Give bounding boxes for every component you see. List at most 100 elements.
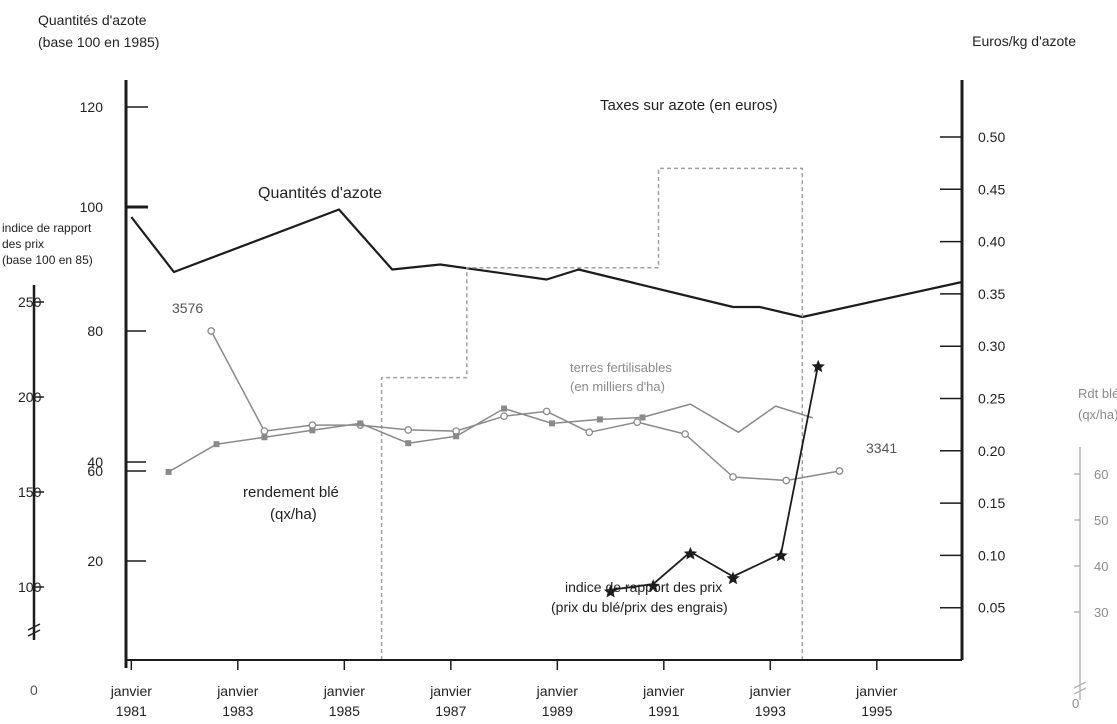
rendement-point [596,416,603,423]
rdt-axis-break-2 [1073,687,1087,695]
rdt-axis-title: Rdt blé [1078,386,1117,401]
rdt-axis-break-1 [1073,681,1087,689]
terres-point [729,473,737,481]
terres-point [207,327,216,335]
quantity-tick-label: 100 [80,199,104,215]
x-tick-label-year: 1985 [329,703,360,719]
x-tick-label-year: 1987 [435,703,466,719]
rdt-tick-label: 30 [1094,605,1108,620]
series-line-4 [642,403,814,434]
terres-point [633,418,642,426]
terres-tick-label: 80 [87,323,103,339]
index-axis-title: indice de rapport [2,221,92,235]
x-tick-label-month: janvier [323,683,366,699]
quantity-tick-label: 120 [80,99,104,115]
index-tick-label: 200 [18,389,42,405]
rendement-point [639,414,646,421]
rendement-point [213,441,220,448]
rendement-point [501,405,508,412]
left-axis-title-sub: (base 100 en 1985) [38,34,159,50]
euro-tick-label: 0.35 [978,286,1005,302]
x-tick-label-year: 1991 [648,703,679,719]
x-tick-label-month: janvier [642,683,685,699]
index-axis-title-2: des prix [2,237,44,251]
x-tick-label-month: janvier [110,683,153,699]
x-tick-label-year: 1989 [542,703,573,719]
annotation-label: Taxes sur azote (en euros) [600,97,778,114]
x-tick-label-year: 1981 [116,703,147,719]
series-line-5 [610,364,820,591]
taxes-step-line [380,167,804,660]
rdt-tick-label: 60 [1094,467,1108,482]
x-tick-label-month: janvier [749,683,792,699]
x-tick-label-month: janvier [429,683,472,699]
price-index-point [774,548,788,562]
inner-tick-label: 40 [87,454,103,470]
euro-tick-label: 0.40 [978,234,1005,250]
chart-text: 100120806040202502001501000.050.100.150.… [2,12,1117,719]
rdt-axis-title-2: (qx/ha) [1078,407,1117,422]
chart-lines [130,167,963,660]
annotation-label: (en milliers d'ha) [570,379,665,394]
price-index-point [811,359,825,373]
annotation-label: 3576 [172,300,203,316]
terres-point [585,428,594,437]
annotation-label: 3341 [866,440,897,456]
index-axis-break-1 [27,623,41,631]
x-tick-label-year: 1993 [755,703,786,719]
series-line-0 [130,208,963,319]
terres-tick-label: 60 [87,463,103,479]
x-tick-label-year: 1983 [222,703,253,719]
terres-point [681,430,689,438]
x-tick-label-year: 1995 [861,703,892,719]
terres-point [260,427,269,435]
annotation-label: Quantités d'azote [258,185,382,202]
rendement-point [309,427,316,434]
terres-point [500,412,508,421]
zero-label-right: 0 [1072,696,1079,711]
x-tick-label-month: janvier [536,683,579,699]
rdt-tick-label: 50 [1094,513,1108,528]
index-axis-break-2 [27,629,41,637]
rendement-point [548,420,555,427]
rendement-point [405,440,412,447]
index-tick-label: 150 [18,484,42,500]
rdt-tick-label: 40 [1094,559,1108,574]
annotation-label: (prix du blé/prix des engrais) [551,599,728,615]
index-axis-title-3: (base 100 en 85) [2,253,93,267]
terres-point [782,476,791,485]
inner-tick-label: 20 [87,553,103,569]
rendement-point [261,434,268,441]
terres-point [404,426,413,434]
rendement-point [357,420,364,427]
price-index-point [726,571,740,585]
annotation-label: rendement blé [243,484,339,501]
price-index-point [603,584,618,598]
series-line-2 [210,330,840,482]
euro-tick-label: 0.50 [978,129,1005,145]
terres-point [835,467,844,475]
euro-tick-label: 0.20 [978,443,1005,459]
euro-tick-label: 0.10 [978,547,1005,563]
zero-label-left: 0 [30,682,38,698]
annotation-label: terres fertilisables [570,360,672,375]
euro-tick-label: 0.25 [978,391,1005,407]
euro-tick-label: 0.15 [978,495,1005,511]
annotation-label: (qx/ha) [270,506,317,523]
x-tick-label-month: janvier [216,683,259,699]
euro-tick-label: 0.30 [978,338,1005,354]
left-axis-title: Quantités d'azote [38,12,147,28]
right-axis-title: Euros/kg d'azote [972,33,1076,49]
rendement-point [453,433,460,440]
index-tick-label: 250 [18,294,42,310]
price-index-point [646,579,660,592]
chart-axes [27,80,1087,700]
euro-tick-label: 0.45 [978,181,1005,197]
annotation-label: indice de rapport des prix [565,579,722,595]
euro-tick-label: 0.05 [978,600,1005,616]
x-tick-label-month: janvier [855,683,898,699]
index-tick-label: 100 [18,579,42,595]
rendement-point [165,468,172,475]
